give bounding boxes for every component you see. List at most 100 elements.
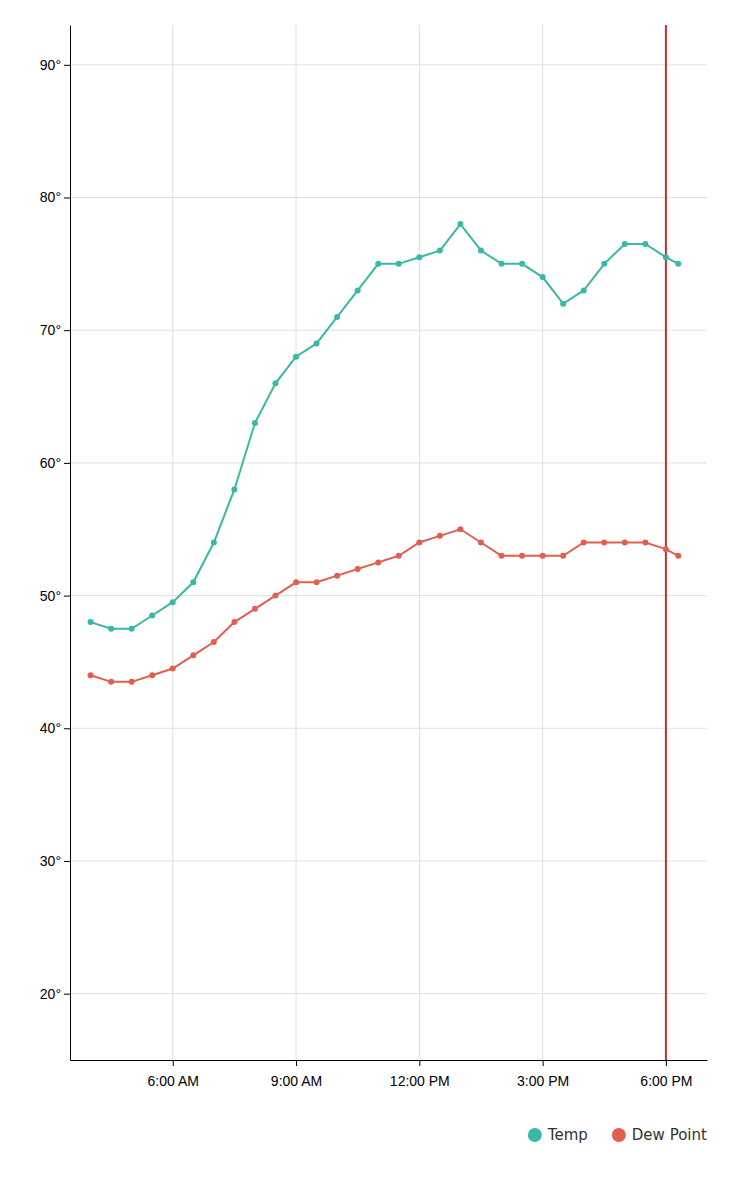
tick-label: 30° xyxy=(40,853,61,869)
point xyxy=(314,340,320,346)
grid-line xyxy=(542,25,543,1060)
tick-mark xyxy=(64,596,70,597)
legend-item: Temp xyxy=(528,1126,588,1144)
grid-line xyxy=(665,25,666,1060)
point xyxy=(499,261,505,267)
tick-mark xyxy=(666,1060,667,1066)
data-layer xyxy=(88,25,682,1060)
tick-mark xyxy=(64,861,70,862)
tick-mark xyxy=(64,198,70,199)
point xyxy=(396,553,402,559)
point xyxy=(375,559,381,565)
tick-label: 6:00 PM xyxy=(640,1073,692,1089)
tick-mark xyxy=(296,1060,297,1066)
point xyxy=(88,619,94,625)
axis-line xyxy=(70,26,71,1061)
tick-mark xyxy=(64,728,70,729)
grid-line xyxy=(70,64,707,65)
tick-label: 12:00 PM xyxy=(390,1073,450,1089)
tick-label: 60° xyxy=(40,455,61,471)
legend-label: Dew Point xyxy=(632,1126,707,1144)
tick: 3:00 PM xyxy=(517,1060,569,1089)
point xyxy=(675,553,681,559)
point xyxy=(437,533,443,539)
point xyxy=(252,420,258,426)
point xyxy=(108,626,114,632)
point xyxy=(396,261,402,267)
tick: 20° xyxy=(40,986,70,1002)
grid-line xyxy=(70,595,707,596)
legend-label: Temp xyxy=(547,1126,588,1144)
point xyxy=(190,579,196,585)
series xyxy=(88,221,682,632)
point xyxy=(231,619,237,625)
point xyxy=(334,314,340,320)
point xyxy=(375,261,381,267)
point xyxy=(129,626,135,632)
tick-mark xyxy=(64,65,70,66)
point xyxy=(478,540,484,546)
tick: 70° xyxy=(40,322,70,338)
point xyxy=(457,221,463,227)
point xyxy=(581,540,587,546)
point xyxy=(540,274,546,280)
legend: Temp Dew Point xyxy=(528,1126,707,1144)
reference-line xyxy=(665,25,667,1060)
tick-label: 40° xyxy=(40,720,61,736)
point xyxy=(149,672,155,678)
point xyxy=(170,599,176,605)
grid-line xyxy=(70,197,707,198)
point xyxy=(416,254,422,260)
point xyxy=(622,241,628,247)
point xyxy=(334,573,340,579)
point xyxy=(663,546,669,552)
tick: 12:00 PM xyxy=(390,1060,450,1089)
tick-mark xyxy=(419,1060,420,1066)
point xyxy=(211,540,217,546)
point xyxy=(519,553,525,559)
point xyxy=(314,579,320,585)
point xyxy=(252,606,258,612)
tick-label: 3:00 PM xyxy=(517,1073,569,1089)
point xyxy=(108,679,114,685)
point xyxy=(190,652,196,658)
point xyxy=(272,593,278,599)
point xyxy=(293,579,299,585)
point xyxy=(437,248,443,254)
tick-label: 20° xyxy=(40,986,61,1002)
tick-label: 6:00 AM xyxy=(148,1073,199,1089)
point xyxy=(642,540,648,546)
point xyxy=(416,540,422,546)
point xyxy=(88,672,94,678)
legend-item: Dew Point xyxy=(612,1126,707,1144)
tick-label: 90° xyxy=(40,57,61,73)
point xyxy=(601,540,607,546)
point xyxy=(170,666,176,672)
point xyxy=(129,679,135,685)
y-axis: 20° 30° 40° 50° 60° 70° 80° 90° xyxy=(40,26,71,1061)
point xyxy=(581,287,587,293)
line xyxy=(91,224,679,629)
grid xyxy=(70,25,707,1060)
point xyxy=(355,566,361,572)
grid-line xyxy=(296,25,297,1060)
plot: 6:00 AM 9:00 AM 12:00 PM 3:00 PM 6:00 PM 20° 3… xyxy=(40,25,708,1089)
x-axis: 6:00 AM 9:00 AM 12:00 PM 3:00 PM 6:00 PM xyxy=(71,1060,708,1089)
grid-line xyxy=(70,993,707,994)
series xyxy=(88,526,682,685)
tick: 90° xyxy=(40,57,70,73)
tick: 9:00 AM xyxy=(271,1060,322,1089)
point xyxy=(519,261,525,267)
point xyxy=(293,354,299,360)
point xyxy=(499,553,505,559)
tick-mark xyxy=(173,1060,174,1066)
point xyxy=(211,639,217,645)
point xyxy=(355,287,361,293)
point xyxy=(272,380,278,386)
tick-label: 80° xyxy=(40,189,61,205)
tick-mark xyxy=(64,994,70,995)
tick: 40° xyxy=(40,720,70,736)
point xyxy=(622,540,628,546)
tick-label: 50° xyxy=(40,588,61,604)
point xyxy=(663,254,669,260)
